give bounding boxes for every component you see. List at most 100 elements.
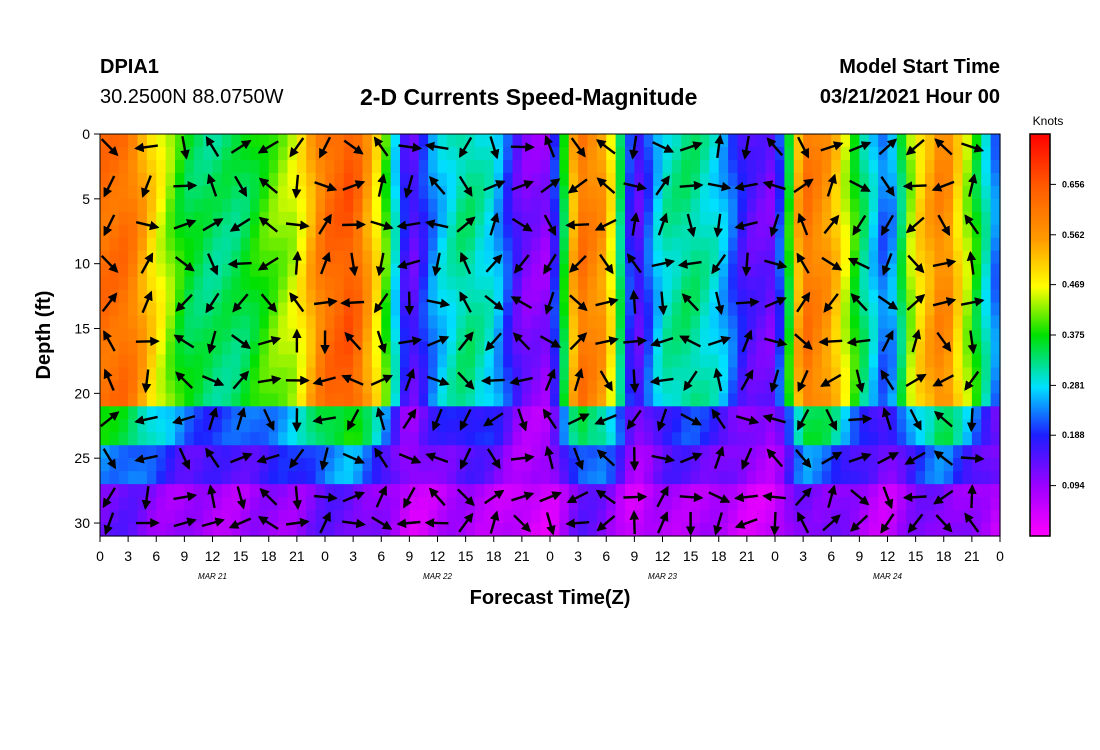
heatmap-cell [925, 185, 935, 200]
heatmap-cell [812, 393, 823, 407]
current-vector [342, 180, 366, 191]
heatmap-cell [193, 315, 204, 330]
heatmap-cell [437, 276, 448, 291]
heatmap-cell [156, 393, 167, 407]
heatmap-cell [315, 328, 326, 343]
heatmap-cell [662, 198, 673, 213]
heatmap-cell [325, 315, 335, 330]
heatmap-cell [343, 510, 354, 524]
heatmap-cell [278, 367, 289, 381]
heatmap-cell [887, 211, 898, 226]
heatmap-cell [296, 211, 307, 226]
heatmap-cell [446, 380, 457, 394]
current-vector [967, 330, 978, 355]
heatmap-cell [934, 315, 945, 330]
heatmap-cell [475, 523, 485, 537]
heatmap-cell [868, 497, 879, 511]
heatmap-cell [118, 393, 129, 407]
heatmap-cell [400, 198, 410, 213]
heatmap-cell [296, 159, 307, 174]
heatmap-cell [953, 471, 964, 485]
current-vector [735, 297, 760, 308]
current-vector [396, 518, 421, 529]
heatmap-cell [221, 198, 232, 213]
heatmap-cell [521, 302, 532, 317]
heatmap-cell [737, 523, 748, 537]
heatmap-cell [512, 315, 523, 330]
heatmap-cell [587, 471, 598, 485]
heatmap-cell [821, 185, 832, 200]
heatmap-cell [559, 523, 570, 537]
heatmap-cell [409, 276, 420, 291]
heatmap-cell [306, 367, 317, 381]
heatmap-cell [596, 380, 607, 394]
current-vector [102, 448, 117, 470]
heatmap-cell [503, 406, 514, 420]
heatmap-cell [746, 484, 757, 498]
heatmap-cell [878, 484, 889, 498]
heatmap-cell [765, 419, 776, 433]
heatmap-cell [325, 497, 335, 511]
heatmap-cell [175, 458, 185, 472]
heatmap-cell [634, 458, 645, 472]
current-vector [511, 180, 534, 191]
heatmap-cell [700, 185, 710, 200]
heatmap-cell [231, 341, 242, 356]
heatmap-cell [859, 432, 870, 446]
heatmap-cell [371, 185, 382, 200]
heatmap-cell [278, 432, 289, 446]
heatmap-cell [109, 380, 120, 394]
heatmap-cell [362, 211, 373, 226]
heatmap-cell [615, 172, 626, 187]
heatmap-cell [212, 523, 223, 537]
heatmap-cell [596, 159, 607, 174]
current-vector [711, 408, 726, 430]
heatmap-cell [896, 367, 907, 381]
heatmap-cell [456, 134, 467, 148]
heatmap-cell [259, 354, 270, 369]
heatmap-cell [831, 458, 842, 472]
heatmap-cell [606, 302, 617, 317]
heatmap-cell [737, 497, 748, 511]
heatmap-cell [803, 159, 814, 174]
heatmap-cell [221, 185, 232, 200]
heatmap-cell [437, 146, 448, 161]
heatmap-cell [634, 523, 645, 537]
heatmap-cell [428, 328, 439, 343]
heatmap-cell [128, 497, 139, 511]
heatmap-cell [334, 172, 345, 187]
heatmap-cell [212, 380, 223, 394]
x-tick-label: 18 [486, 548, 502, 564]
heatmap-cell [878, 419, 889, 433]
heatmap-cell [503, 211, 514, 226]
heatmap-cell [868, 172, 879, 187]
current-vector [175, 371, 194, 389]
heatmap-cell [943, 263, 954, 278]
heatmap-cell [437, 341, 448, 356]
heatmap-cell [250, 172, 260, 187]
heatmap-cell [409, 419, 420, 433]
heatmap-cell [493, 289, 504, 304]
x-tick-label: 6 [377, 548, 385, 564]
heatmap-cell [962, 497, 973, 511]
heatmap-cell [446, 276, 457, 291]
heatmap-cell [681, 406, 692, 420]
heatmap-cell [334, 250, 345, 265]
heatmap-cell [643, 289, 654, 304]
heatmap-cell [868, 367, 879, 381]
heatmap-cell [521, 263, 532, 278]
heatmap-cell [681, 146, 692, 161]
heatmap-cell [118, 445, 129, 459]
heatmap-cell [409, 172, 420, 187]
heatmap-cell [784, 172, 795, 187]
heatmap-cell [550, 341, 560, 356]
heatmap-cell [203, 419, 214, 433]
heatmap-cell [568, 354, 579, 369]
heatmap-cell [962, 172, 973, 187]
heatmap-cell [737, 354, 748, 369]
heatmap-cell [306, 172, 317, 187]
heatmap-cell [418, 432, 429, 446]
heatmap-cell [653, 224, 664, 239]
heatmap-cell [418, 185, 429, 200]
heatmap-cell [915, 497, 926, 511]
